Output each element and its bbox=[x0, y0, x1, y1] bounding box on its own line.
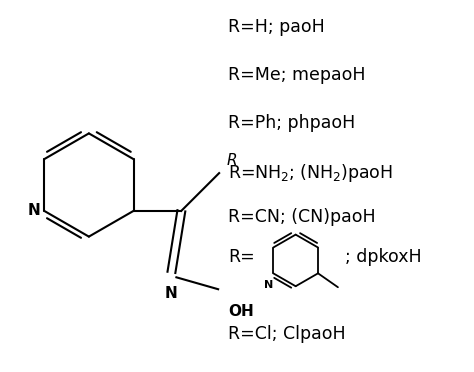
Text: R=H; paoH: R=H; paoH bbox=[228, 18, 325, 36]
Text: R=Me; mepaoH: R=Me; mepaoH bbox=[228, 66, 365, 84]
Text: N: N bbox=[165, 286, 178, 301]
Text: R=NH$_2$; (NH$_2$)paoH: R=NH$_2$; (NH$_2$)paoH bbox=[228, 162, 393, 184]
Text: R=Ph; phpaoH: R=Ph; phpaoH bbox=[228, 114, 356, 132]
Text: OH: OH bbox=[228, 304, 254, 319]
Text: N: N bbox=[264, 280, 273, 290]
Text: ; dpkoxH: ; dpkoxH bbox=[346, 248, 422, 266]
Text: R=Cl; ClpaoH: R=Cl; ClpaoH bbox=[228, 325, 346, 343]
Text: N: N bbox=[28, 203, 41, 218]
Text: R=CN; (CN)paoH: R=CN; (CN)paoH bbox=[228, 208, 376, 227]
Text: R=: R= bbox=[228, 248, 255, 266]
Text: R: R bbox=[227, 153, 238, 168]
